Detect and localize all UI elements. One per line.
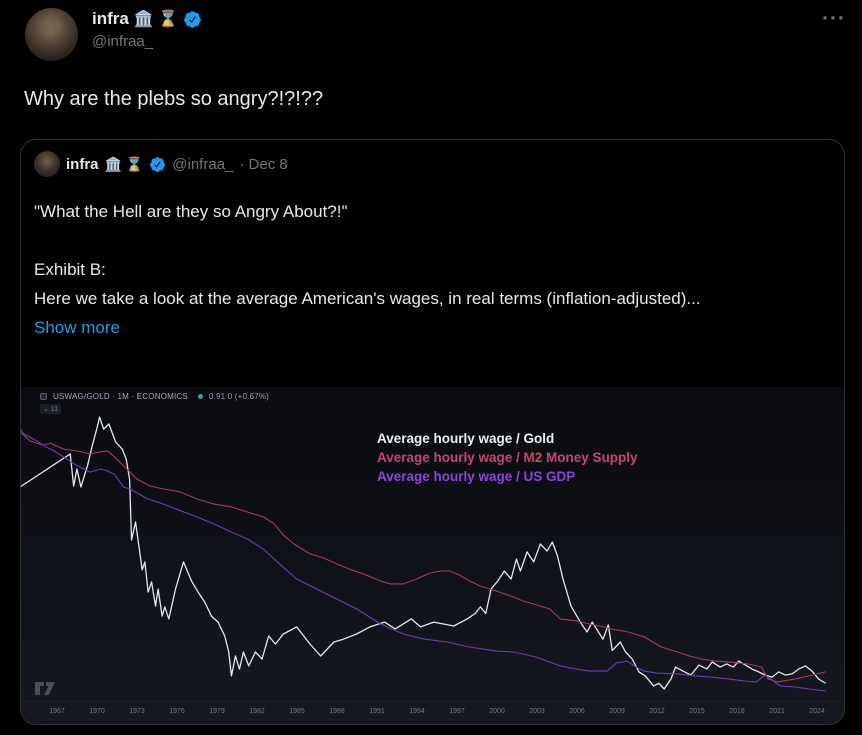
quoted-author-row[interactable]: infra 🏛️ ⌛ @infraa_ · Dec 8 (34, 151, 288, 177)
chart-x-axis: 1967 1970 1973 1976 1979 1982 1985 1988 1991 1994… (21, 701, 844, 724)
chart-legend: Average hourly wage / Gold Average hourly… (377, 429, 638, 486)
quoted-text-line: Exhibit B: (34, 260, 106, 279)
x-axis-tick-label: 1991 (369, 708, 385, 715)
chart-symbol-row: USWAG/GOLD · 1M · ECONOMICS 0.91 0 (+0.6… (40, 392, 269, 401)
tweet-text: Why are the plebs so angry?!?!?? (24, 88, 324, 110)
chart-media[interactable]: USWAG/GOLD · 1M · ECONOMICS 0.91 0 (+0.6… (21, 387, 844, 724)
quoted-text-line (34, 226, 836, 255)
author-name-row[interactable]: infra 🏛️ ⌛ (92, 9, 202, 29)
chart-series-line (21, 416, 826, 690)
chart-collapsed-badge: ⌄ 11 (40, 404, 62, 414)
legend-entry: Average hourly wage / US GDP (377, 469, 576, 484)
show-more-link[interactable]: Show more (34, 318, 120, 337)
x-axis-tick-label: 1988 (329, 708, 345, 715)
avatar[interactable] (25, 8, 78, 61)
display-name: infra (92, 9, 129, 28)
quoted-text-line: "What the Hell are they so Angry About?!… (34, 202, 348, 221)
x-axis-tick-label: 1994 (409, 708, 425, 715)
x-axis-tick-label: 1973 (129, 708, 145, 715)
x-axis-tick-label: 1976 (169, 708, 185, 715)
verified-badge-icon (184, 10, 201, 28)
legend-entry: Average hourly wage / Gold (377, 431, 555, 446)
quoted-tweet-card[interactable]: infra 🏛️ ⌛ @infraa_ · Dec 8 "What the He… (20, 139, 845, 725)
symbol-icon (40, 393, 47, 400)
chart-lines (21, 416, 826, 692)
x-axis-tick-label: 2021 (769, 708, 785, 715)
x-axis-tick-label: 2024 (809, 708, 825, 715)
x-axis-tick-label: 2003 (529, 708, 545, 715)
quoted-display-name: infra (66, 155, 99, 173)
chart-series-line (21, 428, 826, 692)
x-axis-tick-label: 2006 (569, 708, 585, 715)
x-axis-tick-label: 2018 (729, 708, 745, 715)
legend-entry: Average hourly wage / M2 Money Supply (377, 450, 638, 465)
quoted-name-emojis: 🏛️ ⌛ (104, 155, 144, 172)
x-axis-tick-label: 1967 (49, 708, 65, 715)
x-axis-tick-label: 2015 (689, 708, 705, 715)
x-axis-tick-label: 1985 (289, 708, 305, 715)
chart-series-line (21, 431, 826, 683)
x-axis-tick-label: 2000 (489, 708, 505, 715)
x-axis-tick-label: 2009 (609, 708, 625, 715)
more-options-icon[interactable]: ··· (822, 7, 846, 30)
x-axis-tick-label: 1997 (449, 708, 465, 715)
tradingview-logo-icon (35, 682, 55, 695)
name-emojis: 🏛️ ⌛ (133, 11, 179, 28)
x-axis-tick-label: 1970 (89, 708, 105, 715)
x-axis-tick-label: 1979 (209, 708, 225, 715)
quoted-text-block: "What the Hell are they so Angry About?!… (34, 197, 836, 342)
price-status-dot-icon (197, 394, 203, 399)
x-axis-tick-label: 2012 (649, 708, 665, 715)
chart-symbol-text: USWAG/GOLD · 1M · ECONOMICS (53, 392, 188, 401)
quoted-date: · Dec 8 (239, 155, 288, 173)
x-axis-tick-label: 1982 (249, 708, 265, 715)
quoted-avatar[interactable] (34, 151, 60, 177)
verified-badge-icon (150, 156, 166, 172)
chart-price-text: 0.91 0 (+0.67%) (208, 392, 270, 401)
author-handle[interactable]: @infraa_ (92, 33, 154, 50)
quoted-text-line: Here we take a look at the average Ameri… (34, 289, 701, 308)
quoted-handle: @infraa_ (172, 155, 234, 173)
